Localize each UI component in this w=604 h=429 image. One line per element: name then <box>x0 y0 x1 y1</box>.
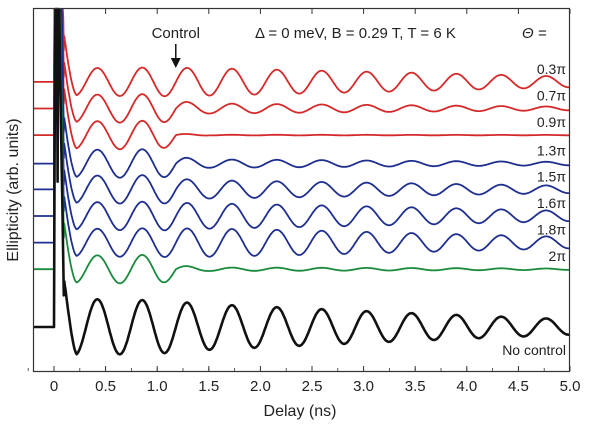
trace-label: 2π <box>549 248 567 264</box>
x-tick-label: 3.5 <box>405 378 426 395</box>
trace-label: 0.7π <box>537 88 566 104</box>
chart-title: Δ = 0 meV, B = 0.29 T, T = 6 K <box>255 25 456 42</box>
trace-group <box>32 7 571 356</box>
trace-0.9- <box>33 8 571 151</box>
x-axis-tick-labels: 0 0.5 1.0 1.5 2.0 2.5 3.0 3.5 4.0 4.5 5.0 <box>50 378 581 395</box>
control-arrow <box>170 44 181 68</box>
x-tick-label: 3.0 <box>353 378 374 395</box>
trace-1.6- <box>33 8 571 232</box>
x-tick-label: 4.5 <box>508 378 529 395</box>
trace-1.5- <box>33 8 571 205</box>
trace-label: 1.3π <box>537 143 566 159</box>
trace-label: No control <box>502 342 566 358</box>
x-tick-label: 0.5 <box>95 378 116 395</box>
x-tick-label: 5.0 <box>560 378 581 395</box>
y-axis-label: Ellipticity (arb. units) <box>5 118 22 261</box>
trace-label: 0.3π <box>537 61 566 77</box>
trace-0.7- <box>33 8 571 124</box>
x-axis-ticks <box>27 9 571 371</box>
x-axis-label: Delay (ns) <box>264 403 337 420</box>
x-tick-label: 4.0 <box>456 378 477 395</box>
x-tick-label: 2.5 <box>302 378 323 395</box>
trace-No-control <box>32 7 571 356</box>
trace-1.3- <box>33 8 571 179</box>
plot-frame <box>32 7 571 373</box>
legend-header: Θ = <box>522 25 547 42</box>
trace-0.3- <box>33 8 571 98</box>
x-tick-label: 1.0 <box>147 378 168 395</box>
trace-label: 1.8π <box>537 222 566 238</box>
trace-label: 1.6π <box>537 195 566 211</box>
trace-label: 1.5π <box>537 168 566 184</box>
trace-labels: 0.3π 0.7π 0.9π 1.3π 1.5π 1.6π 1.8π 2π No control <box>502 61 566 358</box>
trace-2- <box>33 8 571 285</box>
x-tick-label: 0 <box>50 378 58 395</box>
trace-label: 0.9π <box>537 114 566 130</box>
x-tick-label: 1.5 <box>198 378 219 395</box>
trace-1.8- <box>33 8 571 258</box>
control-annotation: Control <box>152 25 200 42</box>
x-tick-label: 2.0 <box>250 378 271 395</box>
